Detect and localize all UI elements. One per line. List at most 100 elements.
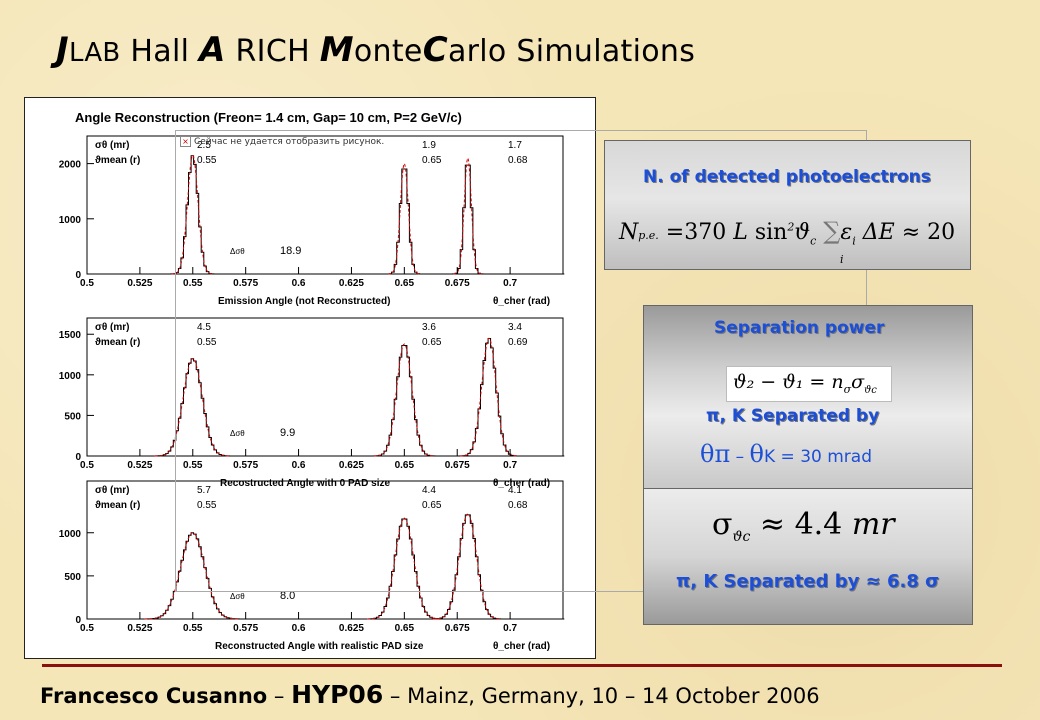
x-tick-label: 0.575 bbox=[233, 278, 258, 289]
sigma-value: 4.4 bbox=[422, 485, 436, 496]
x-tick-label: 0.5 bbox=[80, 460, 94, 471]
mean-value: 0.65 bbox=[422, 155, 442, 166]
histogram-svg: Angle Reconstruction (Freon= 1.4 cm, Gap… bbox=[59, 110, 565, 652]
x-axis-label: Reconstructed Angle with realistic PAD s… bbox=[215, 641, 424, 652]
mean-value: 0.65 bbox=[422, 337, 442, 348]
mean-label: ϑmean (r) bbox=[95, 500, 140, 511]
x-tick-label: 0.575 bbox=[233, 460, 258, 471]
x-axis-unit: θ_cher (rad) bbox=[493, 296, 550, 307]
fit-curve bbox=[388, 162, 421, 275]
mean-value: 0.69 bbox=[508, 337, 528, 348]
x-tick-label: 0.625 bbox=[339, 460, 364, 471]
delta-label: Δσθ bbox=[230, 429, 245, 438]
footer: Francesco Cusanno – HYP06 – Mainz, Germa… bbox=[40, 680, 820, 709]
sigma-value: 4.1 bbox=[508, 485, 522, 496]
sigma-value: 1.7 bbox=[508, 140, 522, 151]
y-tick-label: 1000 bbox=[59, 215, 82, 226]
resolution-formula: σϑc ≈ 4.4 mr bbox=[712, 507, 895, 545]
fit-curve bbox=[154, 358, 230, 457]
photoelectrons-formula: Np.e. =370 L sin2ϑc ∑εi ΔE ≈ 20 bbox=[619, 217, 956, 248]
title-lab: LAB bbox=[68, 38, 121, 68]
mean-value: 0.65 bbox=[422, 500, 442, 511]
fit-curve bbox=[367, 517, 441, 620]
separation-equation: ϑ₂ − ϑ₁ = nσσϑc bbox=[733, 371, 877, 396]
x-tick-label: 0.6 bbox=[292, 623, 306, 634]
separation-title: Separation power bbox=[714, 318, 885, 338]
title-onte: onte bbox=[353, 34, 423, 69]
x-axis-unit: θ_cher (rad) bbox=[493, 478, 550, 489]
delta-value: 9.9 bbox=[280, 427, 295, 439]
x-axis-unit: θ_cher (rad) bbox=[493, 641, 550, 652]
x-tick-label: 0.625 bbox=[339, 623, 364, 634]
x-tick-label: 0.7 bbox=[503, 623, 517, 634]
title-arlo: arlo Simulations bbox=[447, 34, 696, 69]
x-tick-label: 0.525 bbox=[127, 278, 152, 289]
x-tick-label: 0.675 bbox=[445, 623, 470, 634]
x-tick-label: 0.6 bbox=[292, 460, 306, 471]
sigma-label: σθ (mr) bbox=[95, 485, 129, 496]
delta-label: Δσθ bbox=[230, 592, 245, 601]
x-tick-label: 0.675 bbox=[445, 460, 470, 471]
y-tick-label: 0 bbox=[75, 270, 81, 281]
title-rich: RICH bbox=[225, 34, 320, 69]
x-tick-label: 0.525 bbox=[127, 623, 152, 634]
mean-value: 0.55 bbox=[197, 337, 217, 348]
x-tick-label: 0.55 bbox=[183, 460, 203, 471]
sigma-value: 2.5 bbox=[197, 140, 211, 151]
x-tick-label: 0.55 bbox=[183, 623, 203, 634]
title-j: J bbox=[56, 30, 69, 70]
sigma-value: 1.9 bbox=[422, 140, 436, 151]
x-tick-label: 0.7 bbox=[503, 460, 517, 471]
mean-value: 0.55 bbox=[197, 155, 217, 166]
fit-curve bbox=[460, 337, 517, 457]
x-tick-label: 0.65 bbox=[395, 460, 415, 471]
mean-label: ϑmean (r) bbox=[95, 337, 140, 348]
sigma-label: σθ (mr) bbox=[95, 322, 129, 333]
delta-label: Δσθ bbox=[230, 247, 245, 256]
mean-value: 0.68 bbox=[508, 500, 528, 511]
title-a: A bbox=[199, 30, 226, 70]
photoelectrons-title: N. of detected photoelectrons bbox=[643, 167, 931, 187]
title-c: C bbox=[422, 30, 448, 70]
mrad-difference: θπ – θK = 30 mrad bbox=[700, 440, 872, 468]
histogram-frame bbox=[86, 317, 564, 457]
broken-image-text: Сейчас не удается отобразить рисунок. bbox=[194, 137, 385, 147]
sigma-value: 3.4 bbox=[508, 322, 522, 333]
title-hall: Hall bbox=[120, 34, 200, 69]
y-tick-label: 1000 bbox=[59, 529, 82, 540]
sigma-value: 5.7 bbox=[197, 485, 211, 496]
broken-image-notice: × Сейчас не удается отобразить рисунок. bbox=[180, 136, 384, 147]
x-tick-label: 0.5 bbox=[80, 278, 94, 289]
histogram-figure: Angle Reconstruction (Freon= 1.4 cm, Gap… bbox=[24, 97, 596, 659]
x-tick-label: 0.7 bbox=[503, 278, 517, 289]
sigma-label: σθ (mr) bbox=[95, 140, 129, 151]
title-m: M bbox=[319, 30, 354, 70]
page-title: JLAB Hall A RICH MonteCarlo Simulations bbox=[56, 30, 695, 70]
mean-value: 0.68 bbox=[508, 155, 528, 166]
mean-value: 0.55 bbox=[197, 500, 217, 511]
mean-label: ϑmean (r) bbox=[95, 155, 140, 166]
fit-curve bbox=[373, 343, 435, 457]
x-tick-label: 0.575 bbox=[233, 623, 258, 634]
y-tick-label: 1000 bbox=[59, 371, 82, 382]
broken-image-icon: × bbox=[180, 136, 191, 147]
sigma-value: 3.6 bbox=[422, 322, 436, 333]
sigma-value: 4.5 bbox=[197, 322, 211, 333]
separation-factor-label: π, K Separated by ≈ 6.8 σ bbox=[676, 571, 940, 592]
y-tick-label: 500 bbox=[64, 411, 81, 422]
x-axis-label: Emission Angle (not Reconstructed) bbox=[218, 296, 390, 307]
x-tick-label: 0.625 bbox=[339, 278, 364, 289]
resolution-panel: σϑc ≈ 4.4 mr π, K Separated by ≈ 6.8 σ bbox=[643, 488, 973, 625]
plot-title: Angle Reconstruction (Freon= 1.4 cm, Gap… bbox=[75, 110, 462, 125]
x-tick-label: 0.525 bbox=[127, 460, 152, 471]
x-tick-label: 0.65 bbox=[395, 623, 415, 634]
photoelectrons-panel: N. of detected photoelectrons Np.e. =370… bbox=[604, 140, 971, 270]
separation-equation-box: ϑ₂ − ϑ₁ = nσσϑc bbox=[726, 366, 892, 402]
fit-curve bbox=[453, 156, 483, 275]
x-axis-label: Recostructed Angle with 0 PAD size bbox=[220, 478, 390, 489]
histogram-line bbox=[87, 155, 565, 275]
fit-curve bbox=[433, 513, 502, 620]
fit-curve bbox=[144, 532, 240, 620]
histogram-frame bbox=[86, 135, 564, 275]
fit-curve bbox=[171, 154, 214, 275]
